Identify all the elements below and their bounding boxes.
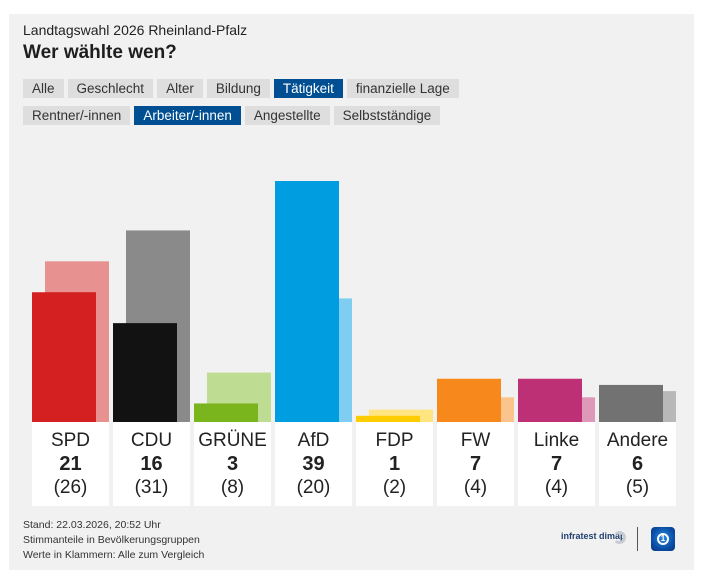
secondary-tabs: Rentner/-innen Arbeiter/-innen Angestellte… <box>23 106 441 125</box>
value-label: 1 <box>388 453 401 475</box>
party-name: FDP <box>375 430 414 451</box>
tab-alter[interactable]: Alter <box>157 79 203 98</box>
compare-label: (5) <box>625 477 650 498</box>
tab-finanzielle-lage[interactable]: finanzielle Lage <box>346 79 459 98</box>
label-card-fw: FW 7 (4) <box>437 422 514 506</box>
value-label: 16 <box>140 453 163 475</box>
subtab-rentner-innen[interactable]: Rentner/-innen <box>23 106 131 125</box>
label-card-spd: SPD 21 (26) <box>32 422 109 506</box>
tab-geschlecht[interactable]: Geschlecht <box>67 79 154 98</box>
compare-label: (8) <box>220 477 245 498</box>
party-name: GRÜNE <box>198 430 267 451</box>
primary-tabs: Alle Geschlecht Alter Bildung Tätigkeit finan… <box>23 79 459 98</box>
footer-timestamp: Stand: 22.03.2026, 20:52 Uhr <box>23 519 161 531</box>
logo-divider <box>637 527 638 551</box>
label-card-linke: Linke 7 (4) <box>518 422 595 506</box>
compare-label: (31) <box>134 477 169 498</box>
label-card-andere: Andere 6 (5) <box>599 422 676 506</box>
infratest-dimap-icon <box>613 531 626 544</box>
party-name: FW <box>460 430 491 451</box>
value-label: 21 <box>59 453 82 475</box>
subtab-selbstständige[interactable]: Selbstständige <box>333 106 441 125</box>
tab-bildung[interactable]: Bildung <box>206 79 270 98</box>
compare-label: (20) <box>296 477 331 498</box>
compare-label: (4) <box>544 477 569 498</box>
subtab-angestellte[interactable]: Angestellte <box>244 106 330 125</box>
compare-label: (26) <box>53 477 88 498</box>
value-label: 39 <box>302 453 325 475</box>
footer-comparison-note: Werte in Klammern: Alle zum Vergleich <box>23 549 205 561</box>
party-name: CDU <box>130 430 173 451</box>
subtab-arbeiter-innen[interactable]: Arbeiter/-innen <box>134 106 241 125</box>
footer-notes: Stand: 22.03.2026, 20:52 Uhr Stimmanteil… <box>23 518 204 563</box>
value-label: 7 <box>469 453 482 475</box>
tagesschau-logo-icon: 1 <box>651 527 675 551</box>
chart-subtitle: Landtagswahl 2026 Rheinland-Pfalz <box>23 22 248 38</box>
chart-title: Wer wählte wen? <box>23 42 177 63</box>
value-label: 7 <box>550 453 563 475</box>
value-label: 3 <box>226 453 239 475</box>
tab-tätigkeit[interactable]: Tätigkeit <box>273 79 343 98</box>
party-name: SPD <box>50 430 91 451</box>
tab-alle[interactable]: Alle <box>23 79 64 98</box>
footer-description: Stimmanteile in Bevölkerungsgruppen <box>23 534 200 546</box>
party-name: AfD <box>297 430 330 451</box>
compare-label: (4) <box>463 477 488 498</box>
infratest-dimap-logo-text: infratest dimap <box>561 531 626 541</box>
compare-label: (2) <box>382 477 407 498</box>
value-label: 6 <box>631 453 644 475</box>
label-card-fdp: FDP 1 (2) <box>356 422 433 506</box>
label-card-afd: AfD 39 (20) <box>275 422 352 506</box>
label-card-cdu: CDU 16 (31) <box>113 422 190 506</box>
party-name: Linke <box>533 430 580 451</box>
label-card-gruene: GRÜNE 3 (8) <box>194 422 271 506</box>
party-name: Andere <box>606 430 669 451</box>
